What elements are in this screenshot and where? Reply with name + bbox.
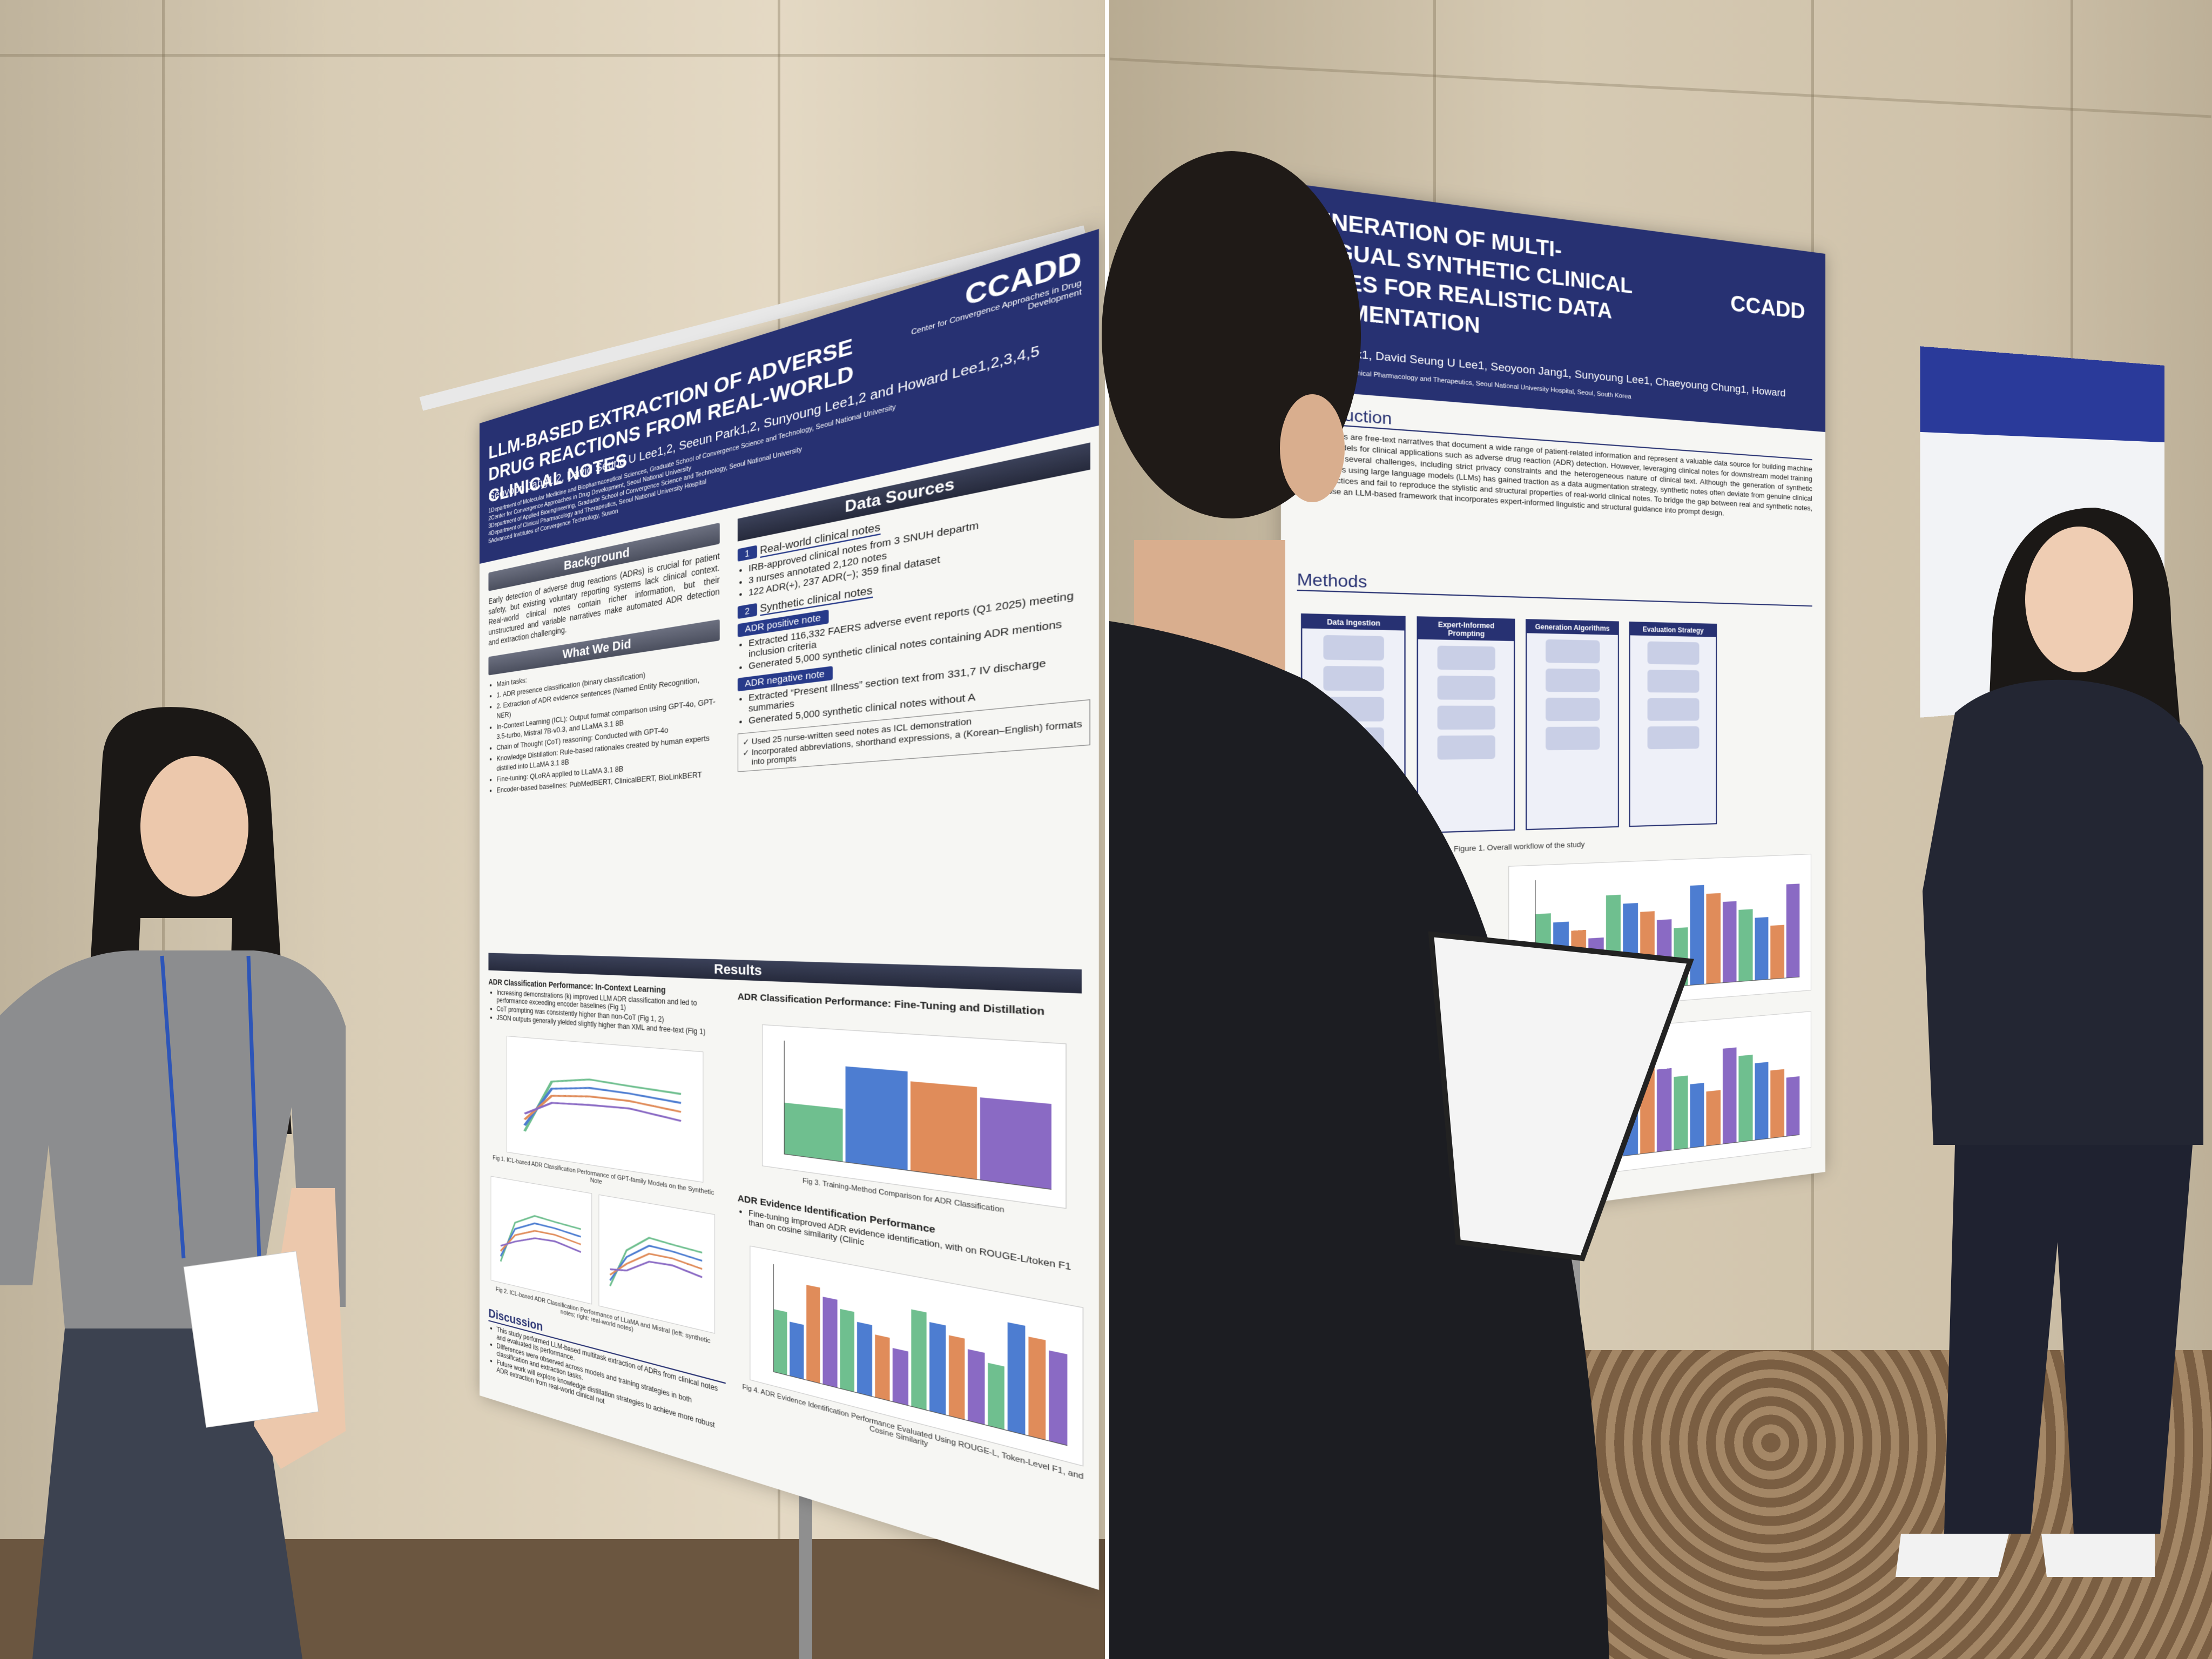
shoes: [1896, 1534, 2155, 1577]
face: [2025, 527, 2133, 672]
man-from-behind: [1102, 151, 1690, 1659]
clipboard: [1431, 934, 1690, 1258]
ear: [1280, 394, 1345, 502]
face: [140, 756, 248, 896]
name-badge: [184, 1251, 319, 1427]
left-presenter: [0, 707, 346, 1659]
right-presenter: [1896, 508, 2203, 1577]
trousers: [1944, 1145, 2193, 1534]
blazer: [1923, 680, 2203, 1145]
